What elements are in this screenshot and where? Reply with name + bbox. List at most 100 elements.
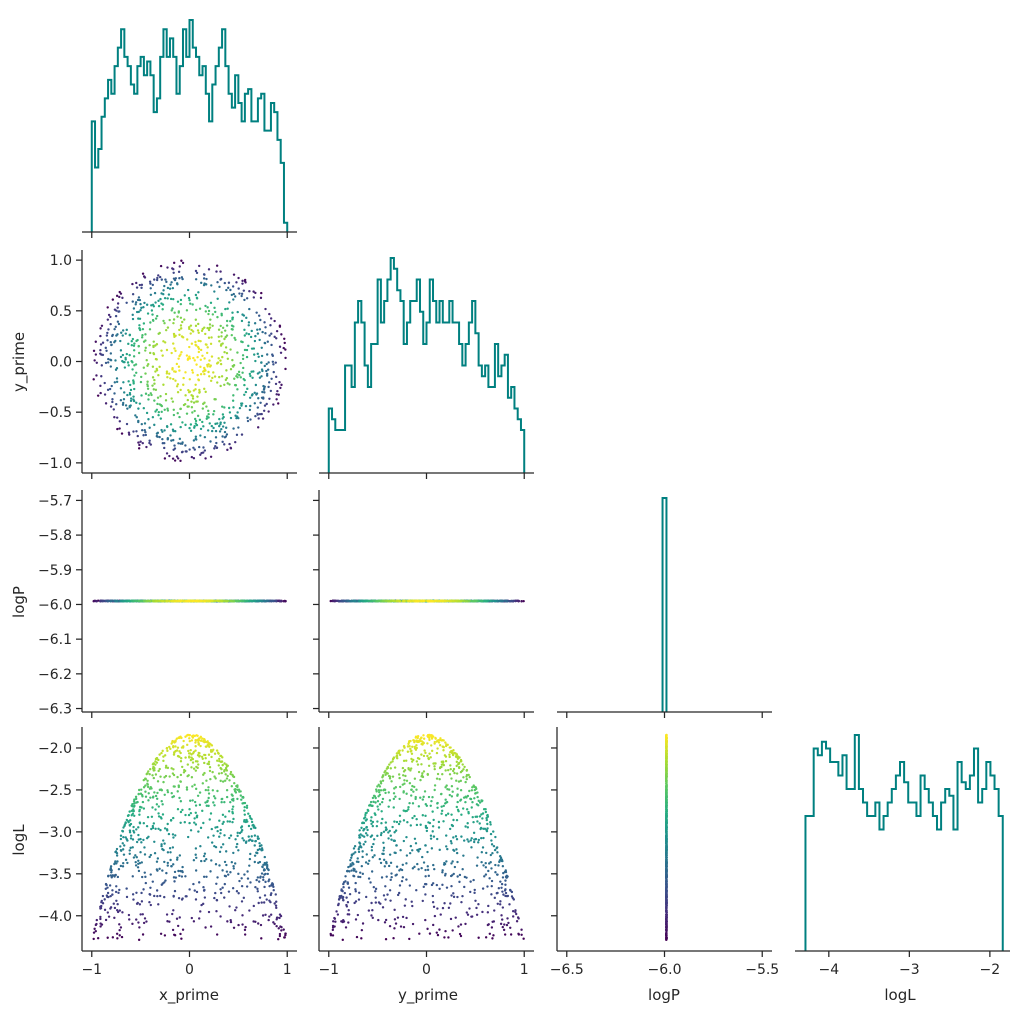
scatter-point: [489, 821, 492, 824]
scatter-point: [374, 901, 378, 904]
scatter-point: [433, 867, 436, 871]
scatter-point: [216, 825, 219, 829]
scatter-point: [272, 889, 275, 892]
scatter-point: [157, 374, 160, 377]
scatter-point: [156, 780, 160, 783]
scatter-point: [244, 925, 247, 929]
scatter-point: [153, 399, 156, 402]
scatter-point: [502, 928, 506, 932]
scatter-point: [181, 277, 184, 281]
scatter-point: [119, 926, 123, 929]
scatter-point: [225, 319, 229, 323]
scatter-point: [336, 913, 340, 916]
scatter-point: [221, 425, 225, 428]
scatter-point: [128, 852, 131, 856]
scatter-point: [224, 378, 228, 382]
scatter-point: [340, 600, 343, 603]
scatter-point: [151, 824, 155, 828]
scatter-point: [415, 817, 418, 821]
scatter-point: [433, 784, 437, 787]
scatter-point: [136, 866, 140, 869]
scatter-point: [142, 821, 146, 825]
scatter-point: [120, 331, 123, 334]
scatter-point: [119, 849, 123, 852]
scatter-point: [144, 777, 147, 780]
scatter-point: [176, 856, 179, 859]
scatter-point: [163, 895, 166, 899]
scatter-point: [122, 861, 125, 865]
scatter-point: [508, 888, 512, 892]
scatter-point: [224, 815, 227, 818]
scatter-point: [238, 406, 242, 410]
scatter-point: [435, 751, 439, 755]
scatter-point: [178, 369, 181, 372]
scatter-point: [199, 826, 203, 830]
scatter-point: [153, 382, 156, 385]
scatter-point: [448, 753, 451, 756]
scatter-point: [409, 824, 412, 827]
scatter-point: [377, 599, 380, 602]
scatter-point: [157, 304, 161, 308]
scatter-point: [138, 324, 141, 327]
scatter-point: [280, 333, 283, 336]
scatter-point: [503, 923, 506, 926]
scatter-point: [445, 784, 448, 787]
scatter-point: [478, 801, 482, 804]
scatter-point: [163, 881, 166, 884]
scatter-point: [188, 733, 192, 737]
scatter-point: [202, 902, 205, 906]
scatter-point: [450, 862, 453, 865]
scatter-point: [104, 599, 108, 603]
scatter-point: [230, 327, 233, 331]
scatter-point: [472, 599, 475, 603]
scatter-point: [174, 277, 178, 280]
scatter-point: [129, 834, 133, 837]
scatter-point: [218, 375, 221, 379]
scatter-point: [398, 884, 402, 887]
scatter-point: [173, 459, 177, 462]
scatter-point: [418, 847, 422, 851]
scatter-point: [274, 382, 278, 386]
scatter-point: [384, 938, 388, 941]
scatter-point: [220, 760, 224, 763]
scatter-point: [508, 599, 512, 603]
scatter-point: [410, 752, 414, 755]
scatter-point: [214, 891, 217, 895]
scatter-point: [333, 916, 336, 920]
scatter-point: [172, 438, 175, 442]
scatter-point: [482, 836, 485, 840]
scatter-point: [395, 865, 399, 868]
scatter-point: [377, 901, 381, 904]
scatter-point: [161, 354, 164, 357]
scatter-point: [188, 448, 191, 451]
scatter-point: [220, 375, 224, 378]
scatter-point: [153, 894, 156, 898]
scatter-point: [176, 412, 179, 415]
scatter-point: [233, 295, 237, 298]
scatter-point: [171, 286, 175, 290]
scatter-point: [268, 878, 271, 881]
scatter-point: [132, 398, 135, 401]
scatter-point: [229, 834, 233, 837]
scatter-point: [226, 774, 229, 778]
scatter-point: [207, 336, 211, 339]
scatter-point: [232, 406, 235, 409]
scatter-point: [405, 759, 408, 762]
scatter-point: [455, 779, 458, 782]
scatter-point: [184, 813, 187, 817]
scatter-point: [249, 816, 252, 820]
scatter-point: [240, 402, 243, 405]
scatter-point: [185, 309, 189, 312]
scatter-point: [279, 386, 282, 390]
scatter-point: [242, 377, 245, 381]
scatter-point: [210, 841, 214, 844]
scatter-point: [146, 815, 150, 819]
scatter-point: [121, 334, 124, 337]
scatter-point: [357, 850, 361, 854]
scatter-point: [194, 745, 197, 748]
scatter-point: [390, 872, 393, 875]
scatter-point: [94, 353, 98, 356]
scatter-point: [230, 785, 233, 788]
scatter-point: [390, 780, 393, 783]
scatter-point: [140, 336, 144, 339]
